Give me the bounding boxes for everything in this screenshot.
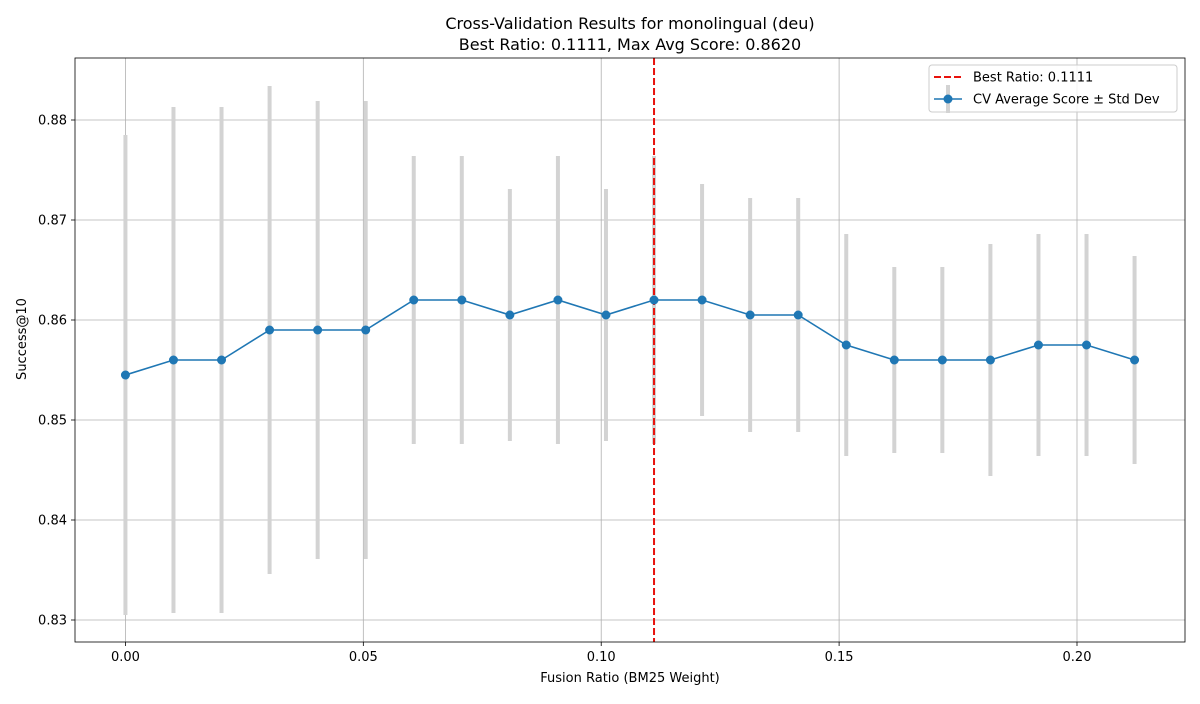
data-point <box>697 295 707 305</box>
data-point <box>985 355 995 365</box>
y-tick-label: 0.87 <box>38 214 67 229</box>
data-point <box>120 370 130 380</box>
data-point <box>793 310 803 320</box>
grid-layer <box>75 58 1185 642</box>
series-markers <box>120 295 1140 380</box>
y-tick-label: 0.83 <box>38 614 67 629</box>
data-point <box>217 355 227 365</box>
series-line-layer <box>125 299 1135 376</box>
data-point <box>745 310 755 320</box>
chart-subtitle: Best Ratio: 0.1111, Max Avg Score: 0.862… <box>459 35 801 54</box>
y-tick-label: 0.88 <box>38 114 67 129</box>
data-point <box>1130 355 1140 365</box>
y-tick-label: 0.85 <box>38 414 67 429</box>
tick-labels: 0.00 0.05 0.10 0.15 0.20 0.83 0.84 0.85 0.86 0.87… <box>38 114 1091 666</box>
y-axis-label: Success@10 <box>15 298 30 380</box>
legend: Best Ratio: 0.1111 CV Average Score ± Std… <box>928 64 1178 113</box>
x-axis-label: Fusion Ratio (BM25 Weight) <box>540 671 719 686</box>
data-point <box>265 325 275 335</box>
y-tick-label: 0.84 <box>38 514 67 529</box>
error-bars <box>123 86 1137 615</box>
plot-frame <box>74 57 1186 643</box>
data-point <box>409 295 419 305</box>
y-tick-label: 0.86 <box>38 314 67 329</box>
data-point <box>1082 340 1092 350</box>
series-line <box>125 299 1135 376</box>
chart-title: Cross-Validation Results for monolingual… <box>445 14 814 33</box>
data-point <box>889 355 899 365</box>
x-tick-label: 0.00 <box>111 650 140 665</box>
x-tick-label: 0.20 <box>1063 650 1092 665</box>
data-point <box>601 310 611 320</box>
x-tick-label: 0.15 <box>825 650 854 665</box>
data-point <box>361 325 371 335</box>
legend-best-label: Best Ratio: 0.1111 <box>973 71 1093 86</box>
x-tick-label: 0.10 <box>587 650 616 665</box>
data-point <box>1033 340 1043 350</box>
data-point <box>168 355 178 365</box>
legend-series-label: CV Average Score ± Std Dev <box>973 93 1160 108</box>
data-point <box>937 355 947 365</box>
axes-layer <box>71 57 1186 646</box>
data-point <box>313 325 323 335</box>
data-point <box>457 295 467 305</box>
data-point <box>505 310 515 320</box>
data-point <box>553 295 563 305</box>
legend-series-marker <box>943 94 953 104</box>
data-point <box>841 340 851 350</box>
legend-box <box>928 64 1178 113</box>
data-point <box>649 295 659 305</box>
x-tick-label: 0.05 <box>349 650 378 665</box>
